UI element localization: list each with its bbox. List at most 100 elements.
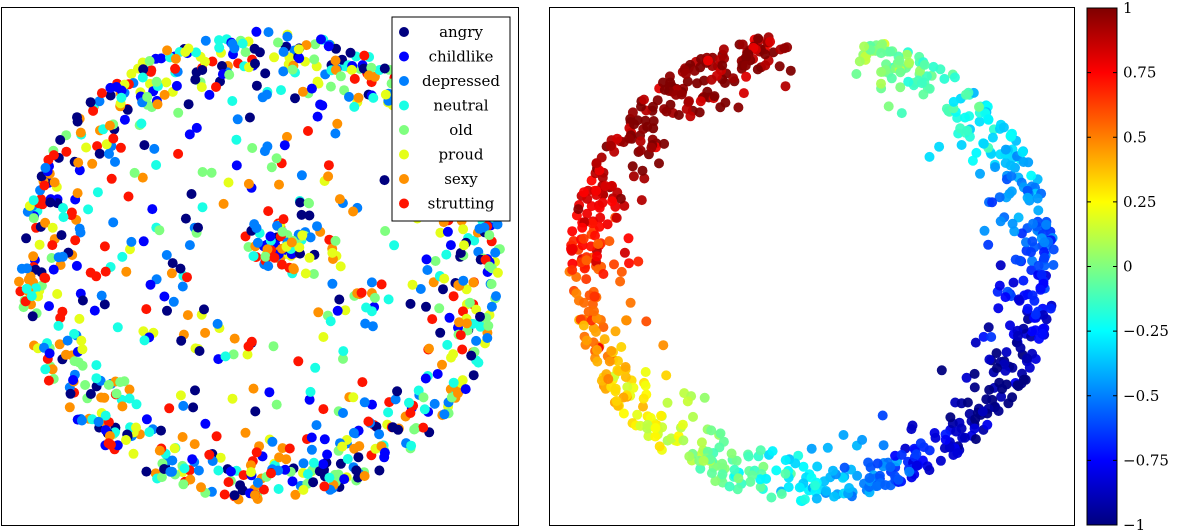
data-point	[71, 260, 82, 271]
data-point	[356, 287, 367, 298]
data-point	[177, 432, 188, 442]
data-point	[405, 298, 416, 309]
data-point	[69, 356, 80, 367]
data-point	[1035, 284, 1046, 295]
data-point	[73, 157, 84, 168]
data-point	[1030, 309, 1041, 320]
data-point	[615, 276, 626, 287]
data-point	[1022, 303, 1033, 314]
data-point	[267, 436, 278, 447]
data-point	[568, 236, 579, 246]
data-point	[650, 431, 661, 442]
data-point	[970, 337, 981, 348]
data-point	[886, 73, 897, 84]
data-point	[783, 482, 794, 493]
data-point	[218, 198, 229, 209]
data-point	[918, 89, 929, 100]
data-point	[194, 346, 205, 356]
data-point	[351, 465, 362, 476]
data-point	[998, 122, 1009, 133]
data-point	[353, 452, 364, 463]
data-point	[266, 468, 276, 479]
data-point	[586, 201, 597, 212]
legend-box	[391, 16, 511, 222]
data-point	[952, 448, 963, 459]
data-point	[406, 440, 417, 451]
data-point	[330, 55, 341, 66]
data-point	[684, 451, 695, 462]
data-point	[420, 373, 431, 384]
data-point	[637, 165, 648, 176]
data-point	[1048, 244, 1059, 255]
data-point	[303, 197, 314, 208]
data-point	[1038, 310, 1049, 321]
data-point	[141, 414, 152, 425]
data-point	[876, 78, 886, 89]
data-point	[684, 96, 694, 107]
data-point	[605, 141, 616, 151]
data-point	[441, 249, 452, 260]
data-point	[47, 222, 58, 233]
data-point	[609, 259, 619, 270]
data-point	[695, 463, 706, 474]
data-point	[380, 226, 391, 236]
data-point	[448, 377, 459, 388]
data-point	[173, 107, 184, 118]
data-point	[219, 489, 230, 500]
data-point	[25, 271, 36, 282]
data-point	[591, 158, 602, 169]
data-point	[278, 66, 289, 77]
data-point	[459, 240, 469, 251]
data-point	[994, 280, 1005, 291]
data-point	[466, 350, 477, 361]
data-point	[278, 46, 289, 57]
data-point	[21, 233, 32, 244]
colorbar-tick-label: 0.75	[1123, 64, 1156, 82]
data-point	[49, 177, 60, 188]
data-point	[738, 88, 749, 99]
data-point	[170, 63, 181, 74]
data-point	[638, 401, 648, 412]
left-scatter-panel: angry childlike depressed neutral old proud se…	[1, 7, 519, 526]
data-point	[720, 78, 730, 88]
data-point	[379, 447, 390, 458]
data-point	[182, 272, 192, 283]
data-point	[27, 311, 38, 322]
data-point	[159, 89, 170, 100]
data-point	[193, 465, 204, 476]
data-point	[793, 450, 804, 461]
data-point	[180, 47, 191, 57]
data-point	[152, 99, 163, 110]
data-point	[121, 266, 132, 277]
data-point	[224, 69, 235, 80]
data-point	[1005, 160, 1016, 171]
data-point	[342, 454, 353, 464]
data-point	[229, 43, 240, 54]
data-point	[581, 335, 592, 346]
data-point	[81, 142, 92, 153]
data-point	[616, 342, 627, 352]
data-point	[345, 47, 356, 58]
data-point	[774, 61, 785, 72]
data-point	[156, 472, 167, 483]
data-point	[323, 171, 334, 182]
data-point	[306, 444, 317, 455]
data-point	[883, 101, 894, 112]
data-point	[56, 230, 67, 241]
data-point	[52, 289, 63, 299]
data-point	[438, 284, 448, 295]
data-point	[167, 258, 178, 269]
data-point	[1006, 131, 1017, 142]
data-point	[780, 81, 791, 92]
data-point	[624, 258, 634, 269]
data-point	[468, 370, 479, 381]
data-point	[598, 269, 609, 279]
data-point	[115, 377, 126, 388]
data-point	[111, 388, 122, 399]
data-point	[40, 364, 51, 375]
data-point	[639, 94, 649, 105]
data-point	[197, 65, 208, 75]
data-point	[1026, 247, 1036, 258]
data-point	[482, 333, 493, 343]
data-point	[305, 232, 316, 243]
